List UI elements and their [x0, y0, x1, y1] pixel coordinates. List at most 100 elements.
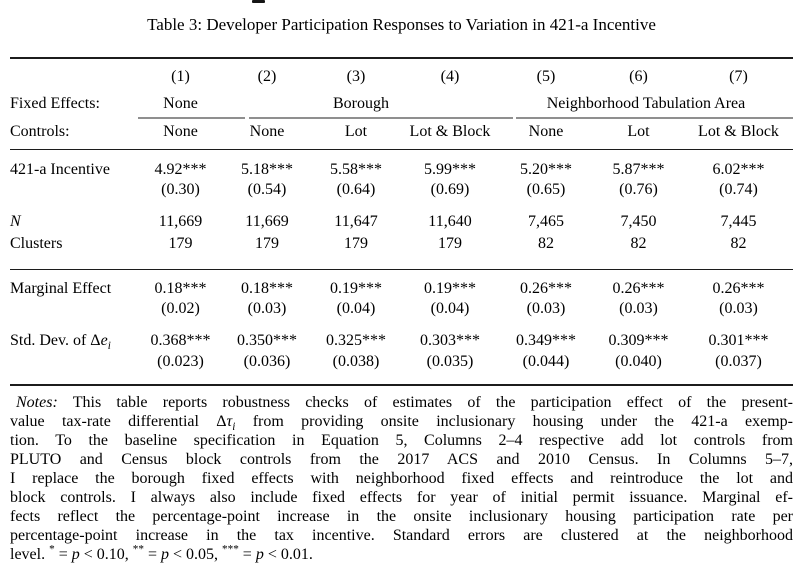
notes-line: percentage-point increase in the tax inc…	[10, 527, 793, 544]
se-cell: (0.03)	[619, 300, 658, 317]
stddev-se-row: (0.023) (0.036) (0.038) (0.035) (0.044) …	[10, 351, 793, 373]
n-cell: 7,445	[720, 213, 757, 230]
cmidrule-cols5-7	[516, 117, 793, 119]
column-number: (5)	[536, 68, 556, 85]
fixed-effects-group-nta: Neighborhood Tabulation Area	[546, 95, 746, 112]
controls-cell: Lot & Block	[698, 123, 779, 140]
clusters-cell: 179	[255, 235, 279, 252]
coef-cell: 5.58***	[330, 161, 382, 178]
controls-row: Controls: None None Lot Lot & Block None…	[10, 121, 793, 143]
coef-cell: 6.02***	[712, 161, 765, 178]
controls-cell: Lot	[344, 123, 368, 140]
coef-cell: 0.303***	[420, 332, 480, 349]
controls-cell: Lot	[627, 123, 650, 140]
clusters-cell: 82	[630, 235, 647, 252]
fixed-effects-group-borough: Borough	[333, 95, 389, 112]
se-cell: (0.023)	[157, 353, 204, 370]
se-cell: (0.03)	[526, 300, 566, 317]
coef-cell: 0.18***	[241, 280, 293, 297]
cmidrule-cols2-4	[249, 117, 513, 119]
se-cell: (0.02)	[161, 300, 200, 317]
n-cell: 7,465	[528, 213, 564, 230]
se-cell: (0.035)	[426, 353, 474, 370]
notes-line: PLUTO and Census block controls from the…	[10, 451, 793, 468]
corner-cell	[10, 66, 138, 88]
controls-cell: None	[163, 123, 198, 140]
se-cell: (0.03)	[719, 300, 758, 317]
coef-cell: 5.20***	[520, 161, 572, 178]
se-cell: (0.04)	[430, 300, 470, 317]
notes-line: block controls. I always also include fi…	[10, 489, 793, 506]
header-bottomrule	[10, 149, 793, 150]
se-cell: (0.54)	[247, 181, 287, 198]
se-cell: (0.044)	[522, 353, 570, 370]
coef-cell: 0.26***	[612, 280, 665, 297]
table-caption: Table 3: Developer Participation Respons…	[147, 15, 656, 34]
fixed-effects-group-none: None	[163, 95, 198, 112]
stddev-coef-row: Std. Dev. of Δei 0.368*** 0.350*** 0.325…	[10, 330, 793, 352]
table-bottomrule	[10, 384, 793, 386]
clusters-cell: 82	[730, 235, 747, 252]
n-cell: 11,647	[334, 213, 378, 230]
panel-midrule	[10, 269, 793, 270]
incentive-coef-row: 421-a Incentive 4.92*** 5.18*** 5.58*** …	[10, 159, 793, 181]
column-number: (4)	[440, 68, 460, 85]
incentive-se-row: (0.30) (0.54) (0.64) (0.69) (0.65) (0.76…	[10, 179, 793, 201]
clusters-cell: 179	[344, 235, 368, 252]
coef-cell: 4.92***	[154, 161, 207, 178]
n-cell: 7,450	[620, 213, 657, 230]
se-cell: (0.03)	[247, 300, 287, 317]
clusters-row: Clusters 179 179 179 179 82 82 82	[10, 233, 793, 255]
row-label-empty	[10, 351, 138, 373]
coef-cell: 0.309***	[608, 332, 669, 349]
coef-cell: 0.18***	[154, 280, 207, 297]
cmidrule-col1	[138, 117, 245, 119]
coef-cell: 0.349***	[516, 332, 576, 349]
se-cell: (0.74)	[719, 181, 758, 198]
table-toprule	[10, 57, 793, 59]
column-number-row: (1) (2) (3) (4) (5) (6) (7)	[10, 66, 793, 88]
coef-cell: 0.350***	[237, 332, 297, 349]
n-cell: 11,640	[428, 213, 472, 230]
se-cell: (0.040)	[615, 353, 662, 370]
notes-line: Notes: This table reports robustness che…	[16, 394, 793, 411]
coef-cell: 0.368***	[150, 332, 211, 349]
coef-cell: 5.87***	[612, 161, 665, 178]
column-number: (2)	[257, 68, 277, 85]
notes-line: fects reflect the percentage-point incre…	[10, 508, 793, 525]
se-cell: (0.30)	[161, 181, 200, 198]
se-cell: (0.038)	[332, 353, 380, 370]
coef-cell: 0.19***	[424, 280, 476, 297]
coef-cell: 0.325***	[326, 332, 386, 349]
se-cell: (0.036)	[243, 353, 291, 370]
coef-cell: 5.99***	[424, 161, 476, 178]
clusters-cell: 179	[438, 235, 462, 252]
row-label-clusters: Clusters	[10, 235, 63, 252]
coef-cell: 5.18***	[241, 161, 293, 178]
column-number: (6)	[629, 68, 648, 85]
row-label-marginal: Marginal Effect	[10, 280, 112, 297]
notes-line: level. * = p < 0.10, ** = p < 0.05, *** …	[10, 543, 313, 563]
controls-label: Controls:	[10, 123, 70, 140]
notes-line: tion. To the baseline specification in E…	[10, 432, 793, 449]
clusters-cell: 179	[168, 235, 193, 252]
marginal-coef-row: Marginal Effect 0.18*** 0.18*** 0.19*** …	[10, 278, 793, 300]
n-cell: 11,669	[245, 213, 289, 230]
column-number: (7)	[729, 68, 748, 85]
marginal-se-row: (0.02) (0.03) (0.04) (0.04) (0.03) (0.03…	[10, 298, 793, 320]
row-label-stddev: Std. Dev. of Δei	[10, 332, 111, 353]
clusters-cell: 82	[538, 235, 554, 252]
table-notes: Notes: This table reports robustness che…	[10, 393, 793, 564]
notes-line: value tax-rate differential Δτi from pro…	[10, 413, 793, 434]
controls-cell: Lot & Block	[409, 123, 491, 140]
row-label-empty	[10, 298, 138, 320]
row-label-incentive: 421-a Incentive	[10, 161, 110, 178]
n-cell: 11,669	[158, 213, 203, 230]
se-cell: (0.76)	[619, 181, 658, 198]
row-label-empty	[10, 179, 138, 201]
coef-cell: 0.301***	[708, 332, 769, 349]
column-number: (3)	[346, 68, 366, 85]
se-cell: (0.037)	[715, 353, 762, 370]
column-number: (1)	[171, 68, 190, 85]
